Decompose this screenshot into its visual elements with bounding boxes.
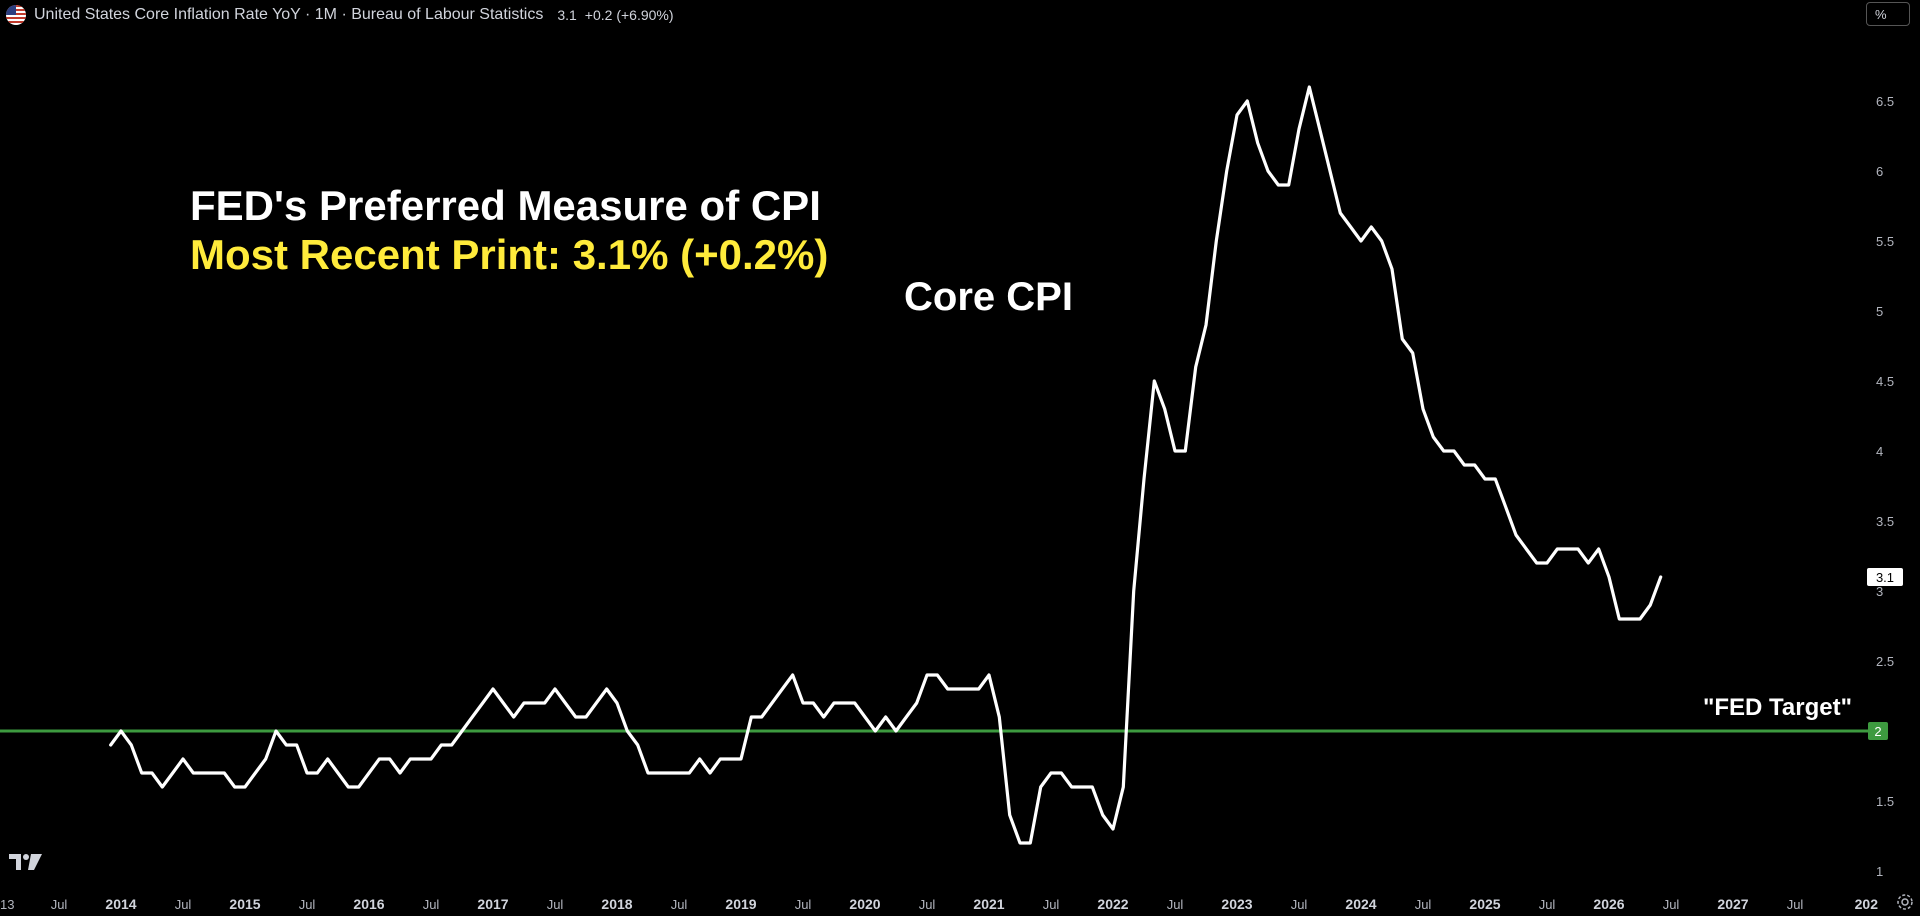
x-tick-label: 2015 xyxy=(229,896,260,912)
y-tick-label: 1 xyxy=(1876,864,1883,879)
y-tick-label: 4 xyxy=(1876,444,1883,459)
x-tick-label: 2016 xyxy=(353,896,384,912)
x-tick-label: Jul xyxy=(795,897,812,912)
price-scale-labels: 3.12 xyxy=(1867,568,1903,740)
target-price-badge xyxy=(1868,722,1888,740)
us-flag-icon xyxy=(6,5,26,25)
x-tick-label: Jul xyxy=(1415,897,1432,912)
x-tick-label: Jul xyxy=(423,897,440,912)
x-tick-label: Jul xyxy=(1787,897,1804,912)
x-tick-label: 2014 xyxy=(105,896,136,912)
core-cpi-series xyxy=(109,85,1663,845)
x-tick-label: Jul xyxy=(175,897,192,912)
tradingview-logo-icon[interactable] xyxy=(9,852,43,877)
x-tick-label: 2023 xyxy=(1221,896,1252,912)
y-axis: 1 1.5 2 2.5 3 3.5 4 4.5 5 5.5 6 6.5 xyxy=(1876,94,1894,879)
y-tick-label: 3.5 xyxy=(1876,514,1894,529)
x-tick-label: Jul xyxy=(919,897,936,912)
x-tick-label: Jul xyxy=(1291,897,1308,912)
x-tick-label: 2017 xyxy=(477,896,508,912)
symbol-title[interactable]: United States Core Inflation Rate YoY · … xyxy=(34,6,544,23)
last-price-label: 3.1 xyxy=(1876,570,1894,585)
x-tick-label: 2022 xyxy=(1097,896,1128,912)
x-tick-label: 13 xyxy=(0,897,14,912)
x-tick-label: 2018 xyxy=(601,896,632,912)
target-price-label: 2 xyxy=(1874,724,1881,739)
y-tick-label: 6.5 xyxy=(1876,94,1894,109)
settings-gear-icon[interactable] xyxy=(1896,893,1914,911)
last-value: 3.1 xyxy=(557,7,577,23)
x-tick-label: Jul xyxy=(547,897,564,912)
x-tick-label: 2027 xyxy=(1717,896,1748,912)
chart-header: United States Core Inflation Rate YoY · … xyxy=(6,4,674,26)
x-tick-label: Jul xyxy=(1663,897,1680,912)
x-tick-label: 2021 xyxy=(973,896,1004,912)
y-tick-label: 5 xyxy=(1876,304,1883,319)
y-tick-label: 4.5 xyxy=(1876,374,1894,389)
x-tick-label: 2019 xyxy=(725,896,756,912)
x-tick-label: 202 xyxy=(1855,896,1879,912)
core-cpi-line[interactable] xyxy=(109,85,1663,845)
x-tick-label: Jul xyxy=(1167,897,1184,912)
x-tick-label: Jul xyxy=(671,897,688,912)
x-tick-label: 2025 xyxy=(1469,896,1500,912)
y-tick-label: 6 xyxy=(1876,164,1883,179)
annotation-latest-print: Most Recent Print: 3.1% (+0.2%) xyxy=(190,231,829,278)
x-tick-label: Jul xyxy=(299,897,316,912)
x-tick-label: Jul xyxy=(1539,897,1556,912)
y-tick-label: 3 xyxy=(1876,584,1883,599)
percent-scale-button[interactable]: % xyxy=(1866,2,1910,26)
x-axis: 13 Jul 2014 Jul 2015 Jul 2016 Jul 2017 Jul 2018 Jul… xyxy=(0,896,1878,912)
annotation-core-cpi: Core CPI xyxy=(904,275,1073,319)
last-price-badge xyxy=(1867,568,1903,586)
change-value: +0.2 (+6.90%) xyxy=(584,7,674,23)
x-tick-label: 2020 xyxy=(849,896,880,912)
x-tick-label: Jul xyxy=(1043,897,1060,912)
y-tick-label: 2.5 xyxy=(1876,654,1894,669)
x-tick-label: 2024 xyxy=(1345,896,1376,912)
annotation-fed-target: "FED Target" xyxy=(1703,694,1852,721)
y-tick-label: 5.5 xyxy=(1876,234,1894,249)
x-tick-label: 2026 xyxy=(1593,896,1624,912)
annotation-title: FED's Preferred Measure of CPI xyxy=(190,182,821,229)
x-tick-label: Jul xyxy=(51,897,68,912)
y-tick-label: 1.5 xyxy=(1876,794,1894,809)
